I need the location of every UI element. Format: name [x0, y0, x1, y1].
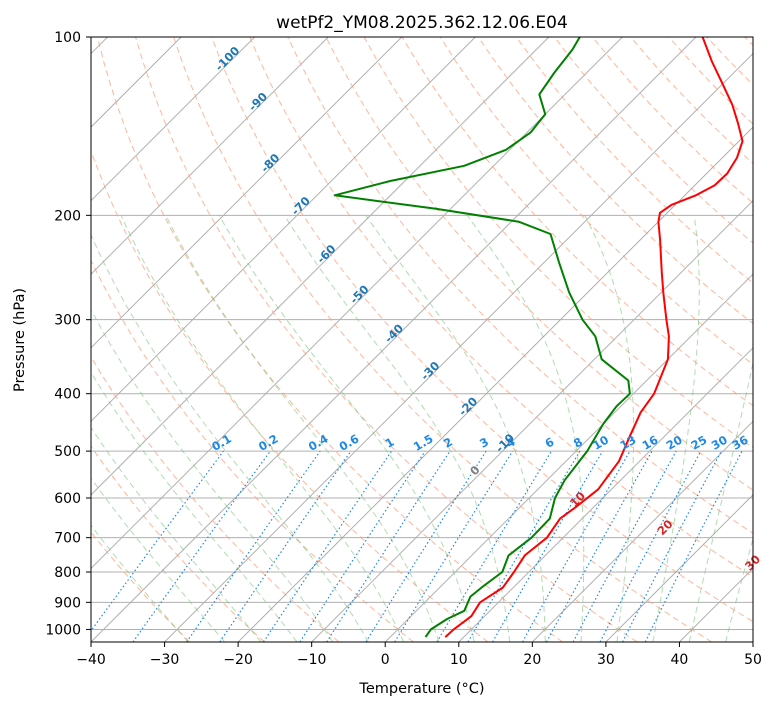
x-tick-label: 20	[523, 652, 541, 668]
isotherm-line	[91, 37, 476, 423]
mixing-ratio-label: 30	[709, 433, 730, 453]
y-tick-label: 300	[54, 313, 81, 329]
temperature-profile	[444, 37, 744, 638]
mixing-ratio-label: 20	[664, 433, 685, 453]
dry-adiabat-line	[96, 37, 563, 642]
x-tick-label: −10	[297, 652, 327, 668]
dry-adiabat-line	[91, 445, 265, 642]
y-tick-label: 400	[54, 387, 81, 403]
x-tick-label: −40	[76, 652, 106, 668]
mixing-ratio-line	[546, 450, 653, 642]
moist-adiabat-line	[584, 215, 635, 642]
y-tick-label: 800	[54, 565, 81, 581]
y-tick-label: 1000	[45, 622, 81, 638]
x-tick-label: 50	[744, 652, 762, 668]
moist-adiabat-line	[91, 233, 369, 642]
moist-adiabat-line	[466, 215, 585, 642]
mixing-ratio-line	[394, 450, 514, 642]
x-tick-label: 0	[381, 652, 390, 668]
y-tick-label: 700	[54, 531, 81, 547]
moist-adiabat-line	[652, 215, 700, 642]
mixing-ratio-line	[644, 450, 743, 642]
dry-adiabat-line	[515, 37, 753, 284]
x-tick-label: 10	[450, 652, 468, 668]
isotherm-line	[91, 37, 329, 275]
y-axis-title: Pressure (hPa)	[12, 288, 28, 392]
dewpoint-profile	[333, 37, 631, 638]
mixing-ratio-line	[219, 450, 352, 642]
mixing-ratio-line	[91, 450, 224, 632]
isotherm-line	[531, 420, 753, 642]
dry-adiabat-line	[325, 37, 753, 491]
mixing-ratio-line	[262, 450, 392, 642]
mixing-ratio-label: 10	[590, 433, 611, 453]
dry-adiabat-line	[91, 355, 340, 642]
x-tick-label: 40	[671, 652, 689, 668]
chart-title: wetPf2_YM08.2025.362.12.06.E04	[276, 13, 568, 33]
y-tick-label: 500	[54, 444, 81, 460]
moist-adiabat-line	[218, 215, 475, 642]
x-tick-label: −20	[223, 652, 253, 668]
moist-adiabat-line	[91, 477, 226, 642]
mixing-ratio-line	[326, 450, 451, 642]
mixing-ratio-label: 13	[618, 433, 639, 453]
y-tick-label: 600	[54, 491, 81, 507]
moist-adiabat-line	[365, 215, 546, 642]
y-tick-label: 900	[54, 595, 81, 611]
dry-adiabat-line	[91, 259, 414, 642]
sounding-profiles	[333, 37, 744, 638]
dry-adiabat-line	[249, 37, 753, 578]
dry-adiabat-line	[135, 37, 638, 642]
moist-adiabat-line	[91, 426, 262, 642]
y-tick-label: 100	[54, 30, 81, 46]
mixing-ratio-line	[132, 450, 271, 642]
mixing-ratio-line	[572, 450, 677, 642]
plot-frame	[90, 36, 754, 643]
moist-adiabat-line	[283, 215, 511, 642]
mixing-ratio-line	[521, 450, 631, 642]
isotherm-line	[384, 273, 753, 642]
y-tick-label: 200	[54, 208, 81, 224]
mixing-ratio-line	[299, 450, 426, 642]
dry-adiabat-line	[287, 37, 753, 534]
axis-ticks: −40 −30 −20 −10 0 10 20 30 40 50 1000 900 800 700 600 5…	[45, 30, 762, 668]
moist-adiabat-line	[91, 308, 334, 642]
mixing-ratio-label: 16	[640, 433, 661, 453]
mixing-ratio-label: 25	[688, 433, 709, 453]
isotherm-line	[91, 37, 403, 349]
isotherm-line	[91, 37, 550, 496]
isotherm-line	[458, 347, 753, 642]
moist-adiabat-line	[91, 371, 298, 642]
x-tick-label: −30	[150, 652, 180, 668]
isotherm-line	[91, 37, 697, 642]
moist-adiabat-line	[120, 215, 405, 642]
dry-adiabat-line	[173, 37, 713, 642]
isotherm-line	[164, 52, 753, 642]
isotherm-line	[605, 494, 753, 642]
mixing-ratio-label: 36	[730, 433, 751, 453]
x-tick-label: 30	[597, 652, 615, 668]
mixing-ratio-line	[186, 450, 321, 642]
x-axis-title: Temperature (°C)	[358, 681, 484, 697]
isotherm-line	[91, 37, 256, 202]
moist-adiabat-line	[165, 215, 440, 642]
